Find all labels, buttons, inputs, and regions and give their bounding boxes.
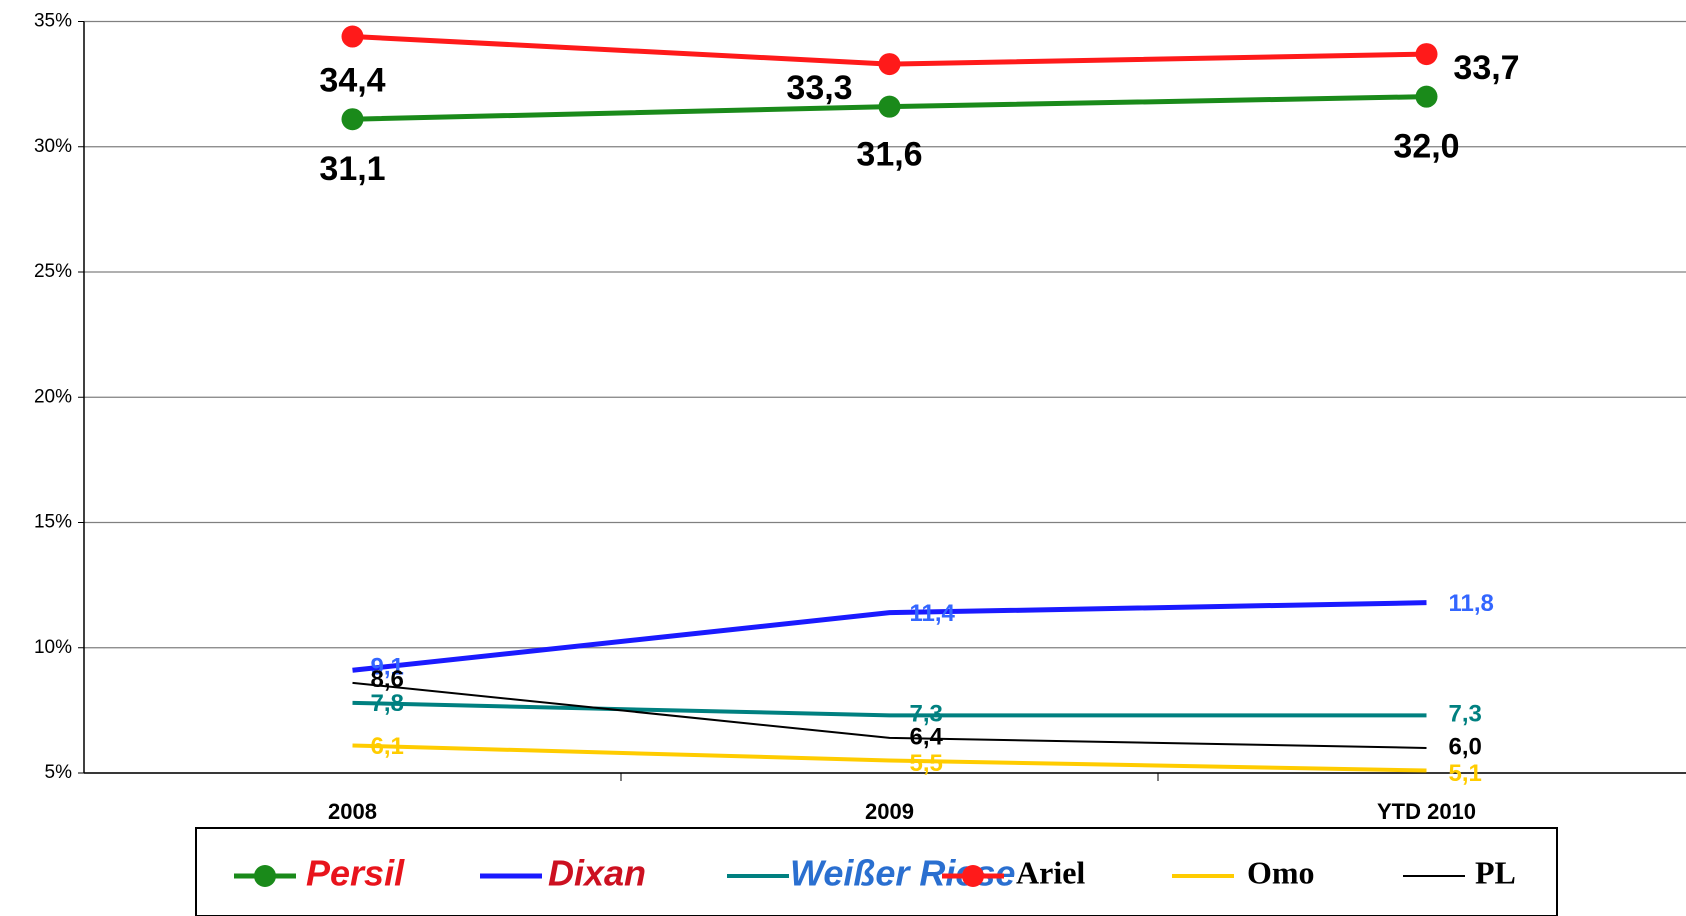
legend-label: PL	[1475, 854, 1516, 890]
data-label: 6,1	[371, 733, 404, 760]
marker	[341, 25, 364, 48]
legend-box	[195, 827, 1558, 916]
data-label: 11,8	[1449, 590, 1494, 617]
x-tick-label: YTD 2010	[1377, 799, 1476, 824]
y-tick-label: 25%	[34, 261, 72, 282]
legend-label: Persil	[306, 853, 405, 894]
x-tick-label: 2009	[865, 799, 914, 824]
data-label: 33,3	[786, 69, 852, 107]
y-tick-label: 35%	[34, 11, 72, 32]
legend-label: Dixan	[548, 853, 646, 894]
y-tick-label: 30%	[34, 136, 72, 157]
legend-label: Ariel	[1016, 854, 1085, 890]
data-label: 33,7	[1453, 49, 1519, 87]
marker	[878, 53, 901, 76]
legend-marker	[962, 865, 984, 887]
data-label: 34,4	[319, 62, 385, 100]
data-label: 7,3	[910, 701, 943, 728]
y-tick-label: 15%	[34, 512, 72, 533]
data-label: 7,8	[371, 690, 404, 717]
series-line	[352, 600, 1427, 673]
data-label: 7,3	[1449, 701, 1482, 728]
data-label: 9,1	[371, 654, 404, 681]
data-label: 6,0	[1449, 733, 1482, 760]
marker	[1415, 43, 1438, 66]
series-line	[352, 743, 1427, 773]
data-label: 31,6	[856, 136, 922, 174]
data-label: 6,4	[910, 723, 944, 750]
marker	[1415, 85, 1438, 108]
x-tick-label: 2008	[328, 799, 377, 824]
series-line	[352, 681, 1427, 749]
marker	[341, 108, 364, 131]
legend-marker	[254, 865, 276, 887]
data-label: 5,5	[910, 750, 943, 777]
y-tick-label: 5%	[45, 762, 73, 783]
data-label: 32,0	[1393, 128, 1459, 166]
data-label: 31,1	[319, 150, 385, 188]
data-label: 11,4	[910, 600, 956, 627]
series-line	[352, 700, 1427, 718]
data-label: 5,1	[1449, 760, 1482, 787]
y-tick-label: 20%	[34, 386, 72, 407]
y-tick-label: 10%	[34, 637, 72, 658]
legend-label: Omo	[1247, 854, 1315, 890]
marker	[878, 95, 901, 118]
data-label: 8,6	[371, 666, 404, 693]
